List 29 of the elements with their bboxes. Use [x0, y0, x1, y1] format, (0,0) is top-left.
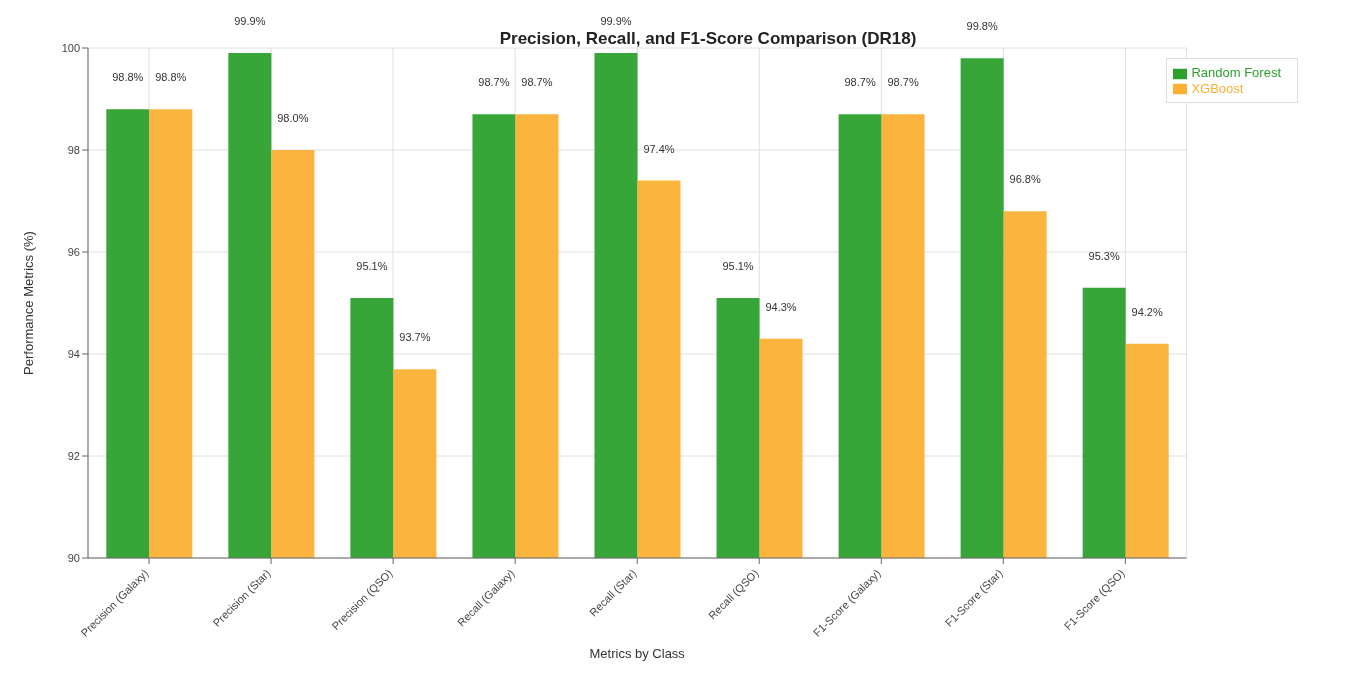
y-tick-label: 92 [67, 449, 80, 462]
y-tick-label: 98 [67, 143, 80, 156]
x-axis-title: Metrics by Class [589, 646, 686, 661]
y-tick-label: 100 [61, 41, 80, 54]
data-label: 98.7% [521, 76, 553, 89]
data-label: 98.8% [155, 71, 187, 84]
data-label: 94.2% [1131, 305, 1163, 318]
data-label: 98.8% [112, 71, 144, 84]
data-label: 95.1% [722, 259, 754, 272]
y-tick-label: 94 [67, 347, 80, 360]
data-label: 96.8% [1009, 173, 1041, 186]
data-label: 97.4% [643, 142, 675, 155]
data-label: 99.9% [234, 15, 266, 28]
y-tick-label: 90 [67, 551, 80, 564]
data-label: 98.0% [277, 112, 309, 124]
chart-title: Precision, Recall, and F1-Score Comparison (DR18) [499, 29, 917, 48]
data-label: 99.8% [966, 20, 998, 33]
data-label: 99.9% [600, 15, 632, 28]
data-label: 98.7% [478, 76, 510, 89]
y-axis-title: Performance Metrics (%) [20, 231, 36, 375]
legend-label: XGBoost [1191, 80, 1244, 96]
data-label: 98.7% [844, 76, 876, 89]
data-label: 94.3% [765, 300, 797, 313]
data-label: 98.7% [887, 76, 919, 89]
data-label: 93.7% [399, 331, 431, 344]
data-label: 95.1% [356, 259, 388, 272]
y-tick-label: 96 [67, 245, 80, 258]
legend-label: Random Forest [1191, 65, 1281, 80]
data-label: 95.3% [1088, 249, 1120, 262]
